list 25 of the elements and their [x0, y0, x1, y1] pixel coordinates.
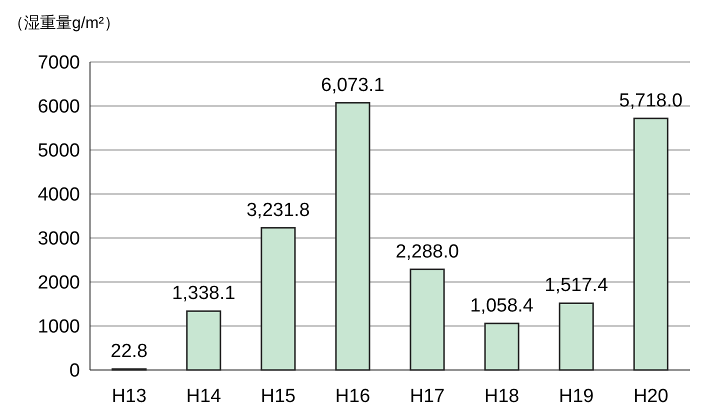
data-label: 1,338.1: [172, 283, 236, 304]
x-tick-label: H17: [410, 386, 445, 407]
y-tick-label: 0: [69, 360, 80, 382]
x-tick-label: H15: [260, 386, 296, 407]
y-tick-label: 2000: [38, 272, 80, 294]
x-tick-label: H18: [484, 386, 520, 407]
x-tick-label: H13: [112, 386, 147, 407]
data-label: 5,718.0: [619, 90, 683, 112]
x-tick-label: H19: [558, 386, 594, 407]
y-tick-label: 3000: [38, 228, 80, 250]
y-tick-label: 6000: [38, 96, 80, 118]
y-tick-label: 1000: [38, 316, 80, 338]
data-label: 6,073.1: [321, 74, 384, 96]
y-axis-title: （湿重量g/m²）: [8, 14, 120, 32]
data-label: 3,231.8: [246, 200, 310, 221]
data-label: 2,288.0: [396, 241, 459, 262]
y-tick-label: 4000: [38, 184, 80, 206]
x-tick-label: H20: [633, 386, 668, 407]
data-label: 22.8: [110, 340, 148, 362]
x-tick-label: H14: [186, 386, 222, 407]
y-tick-label: 7000: [38, 52, 80, 74]
x-tick-label: H16: [335, 386, 370, 407]
y-tick-label: 5000: [38, 140, 80, 162]
data-label: 1,058.4: [470, 295, 534, 316]
data-label: 1,517.4: [544, 275, 608, 296]
